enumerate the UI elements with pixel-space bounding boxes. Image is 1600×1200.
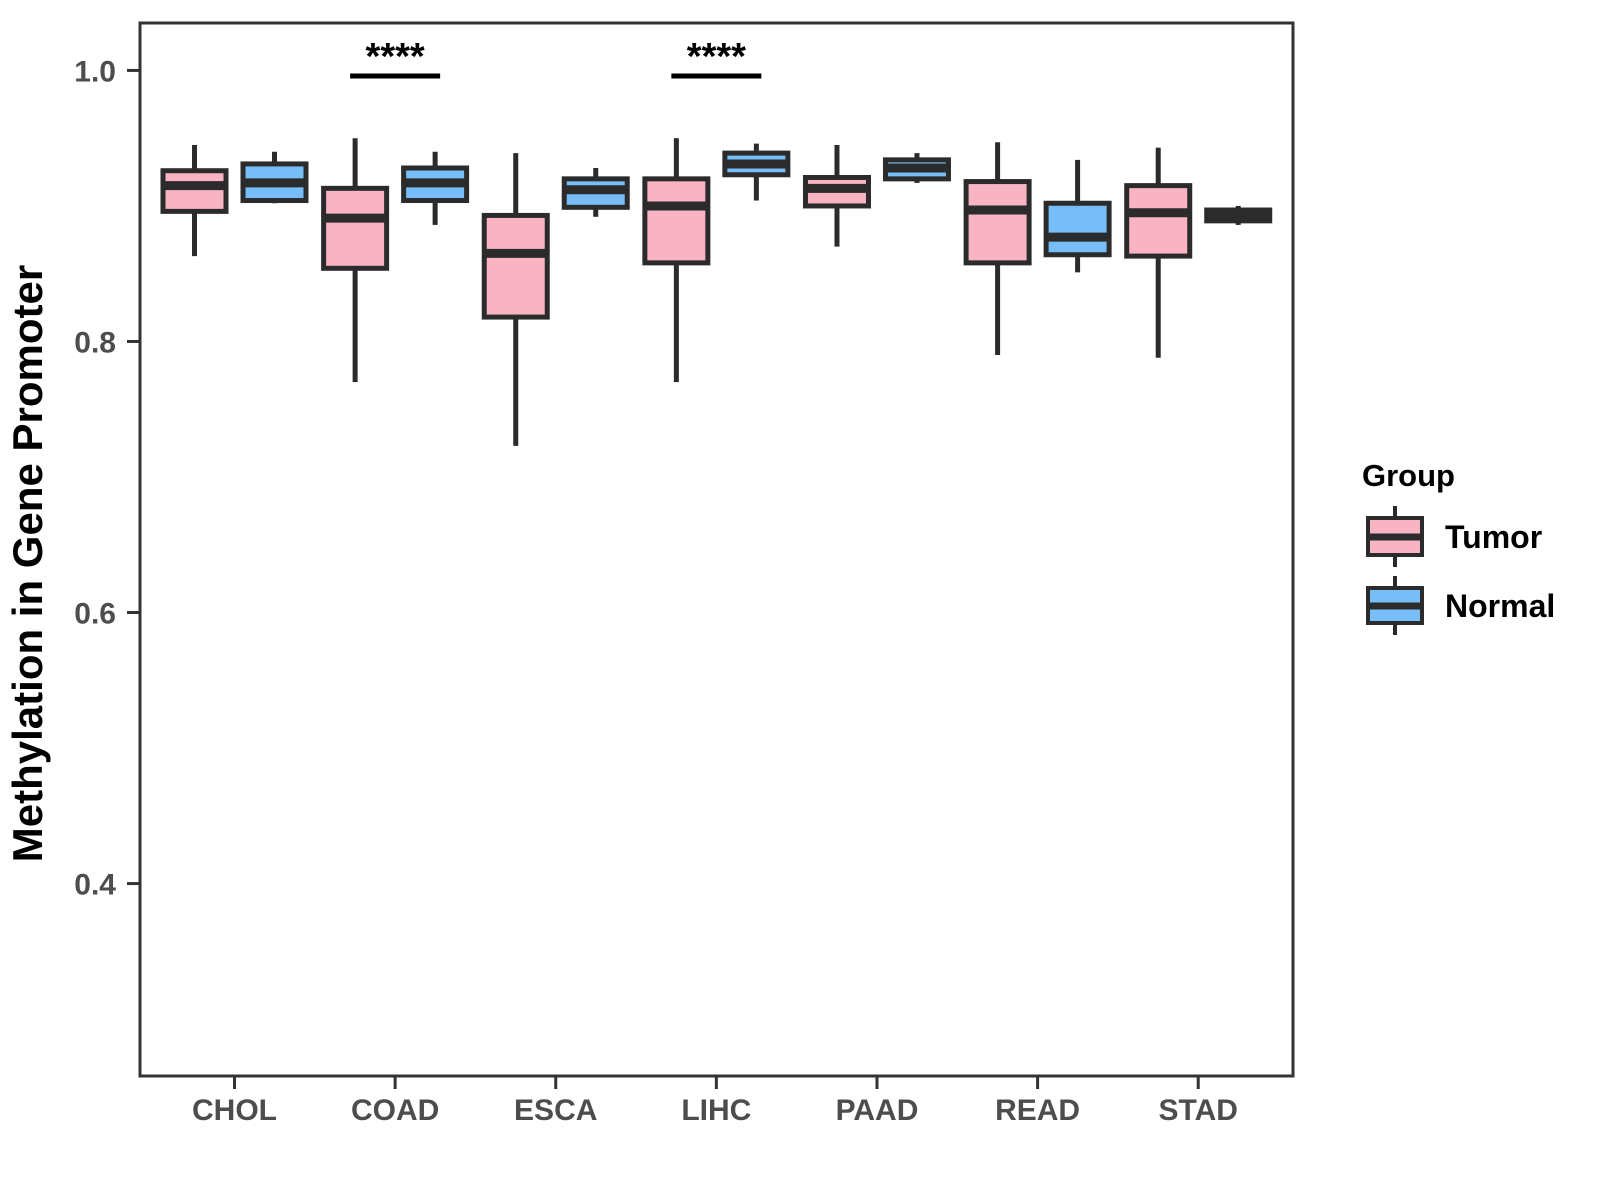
boxplot-READ-normal [1043,159,1112,273]
panel-border [138,21,1295,1078]
box-rect [963,179,1032,266]
boxplot-ESCA-tumor [481,153,550,446]
y-tick-label-0.8: 0.8 [74,326,116,359]
annotation-LIHC-stars: **** [687,36,746,78]
box-rect [642,176,711,266]
boxplot-STAD-normal [1204,205,1273,225]
x-tick-label-ESCA: ESCA [514,1094,597,1127]
boxplot-READ-tumor [963,142,1032,356]
box-rect [321,185,390,271]
x-tick-label-LIHC: LIHC [681,1094,751,1127]
box-rect [1043,200,1112,258]
boxplot-PAAD-tumor [802,144,871,247]
y-tick-label-0.4: 0.4 [74,869,116,902]
x-tick-label-PAAD: PAAD [836,1094,919,1127]
legend-normal-glyph [1366,576,1424,635]
legend-label-normal: Normal [1445,588,1555,624]
legend-label-tumor: Tumor [1445,519,1542,555]
y-tick-label-1.0: 1.0 [74,55,116,88]
annotation-COAD-stars: **** [366,36,425,78]
box-rect [160,168,229,214]
x-tick-label-STAD: STAD [1158,1094,1237,1127]
x-tick-label-READ: READ [995,1094,1080,1127]
y-tick-label-0.6: 0.6 [74,598,116,631]
boxplot-COAD-tumor [321,138,390,383]
boxplot-LIHC-normal [722,143,791,201]
boxplot-ESCA-normal [561,168,630,217]
legend-title: Group [1362,458,1455,493]
boxplot-PAAD-normal [882,153,951,183]
boxplot-CHOL-normal [240,151,309,204]
x-tick-label-COAD: COAD [351,1094,439,1127]
box-rect [481,212,550,320]
boxplot-STAD-tumor [1124,147,1193,358]
x-tick-label-CHOL: CHOL [192,1094,277,1127]
boxplot-COAD-normal [401,151,470,225]
boxplot-LIHC-tumor [642,138,711,383]
y-axis-title: Methylation in Gene Promoter [4,265,51,862]
legend-tumor-glyph [1366,506,1424,567]
boxplot-CHOL-tumor [160,144,229,257]
box-rect [1124,183,1193,259]
